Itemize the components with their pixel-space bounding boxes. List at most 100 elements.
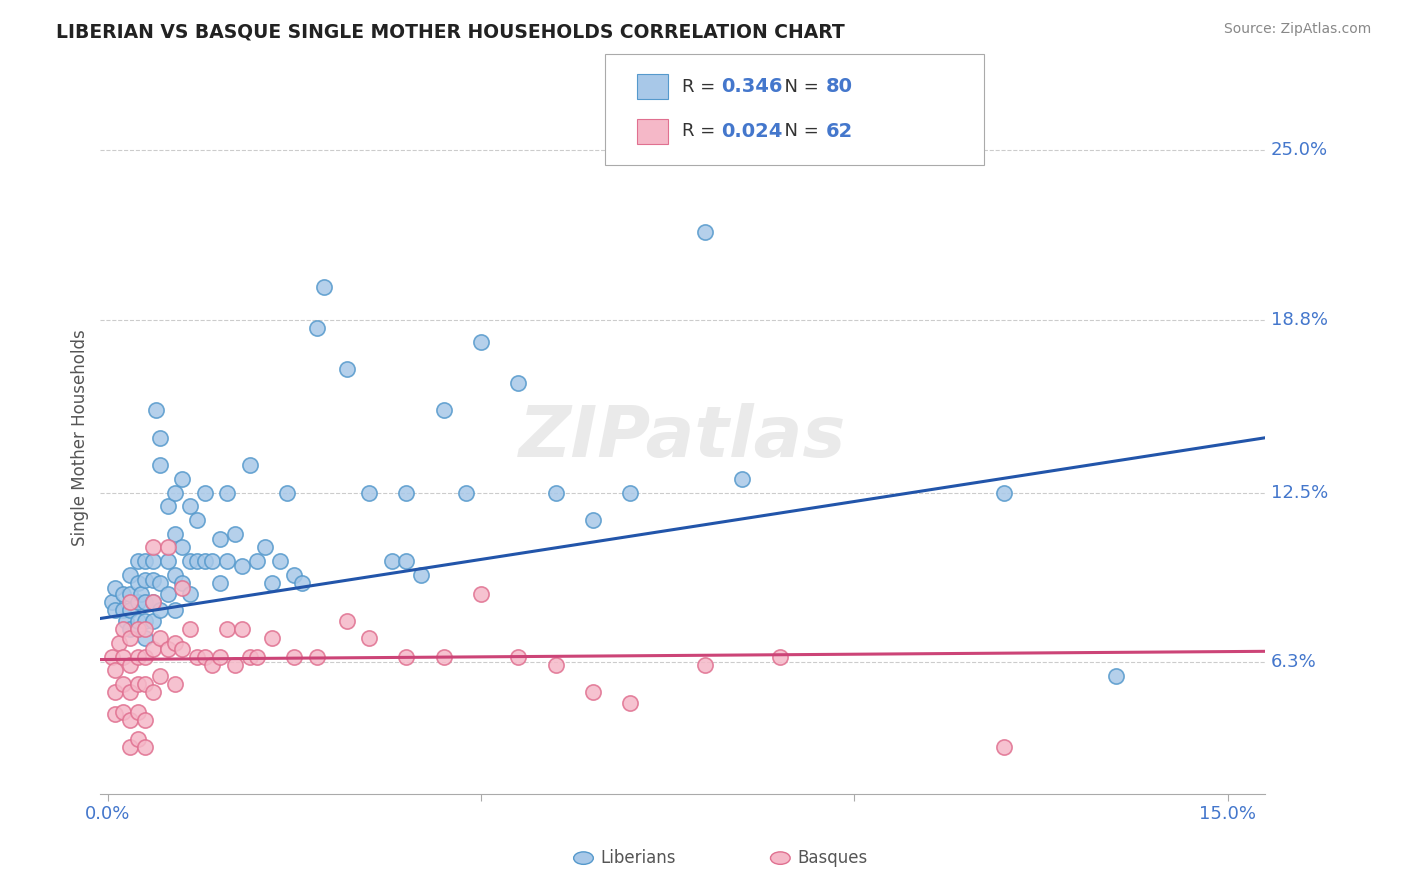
Point bbox=[120, 713, 142, 727]
Point bbox=[163, 636, 186, 650]
Point bbox=[208, 649, 231, 664]
Point bbox=[693, 658, 716, 673]
Point bbox=[470, 587, 492, 601]
Point bbox=[395, 554, 418, 568]
Point bbox=[179, 500, 201, 514]
Point bbox=[993, 485, 1015, 500]
Point bbox=[239, 649, 262, 664]
Point bbox=[411, 567, 433, 582]
Point bbox=[224, 658, 246, 673]
Point bbox=[120, 567, 142, 582]
Point bbox=[127, 554, 149, 568]
Point bbox=[163, 603, 186, 617]
Point bbox=[120, 658, 142, 673]
Point bbox=[111, 623, 134, 637]
Point bbox=[217, 554, 239, 568]
Point bbox=[104, 664, 127, 678]
Point bbox=[231, 559, 253, 574]
Point bbox=[104, 707, 127, 722]
Point bbox=[149, 575, 172, 590]
Point bbox=[619, 696, 641, 710]
Point bbox=[769, 649, 792, 664]
Point bbox=[172, 541, 194, 555]
Point bbox=[134, 623, 156, 637]
Point bbox=[993, 740, 1015, 755]
Text: 25.0%: 25.0% bbox=[1271, 141, 1329, 160]
Point bbox=[305, 649, 328, 664]
Point bbox=[179, 623, 201, 637]
Point bbox=[142, 595, 165, 609]
Point bbox=[186, 649, 208, 664]
Point bbox=[134, 614, 156, 628]
Point bbox=[100, 595, 122, 609]
Point bbox=[134, 677, 156, 691]
Point bbox=[163, 526, 186, 541]
Y-axis label: Single Mother Households: Single Mother Households bbox=[72, 329, 89, 546]
Point bbox=[186, 554, 208, 568]
Point bbox=[111, 649, 134, 664]
Point bbox=[149, 431, 172, 445]
Point bbox=[142, 595, 165, 609]
Point bbox=[194, 554, 217, 568]
Point bbox=[127, 614, 149, 628]
Point bbox=[217, 485, 239, 500]
Point bbox=[269, 554, 291, 568]
Point bbox=[127, 677, 149, 691]
Point bbox=[395, 649, 418, 664]
Point bbox=[156, 500, 179, 514]
Point bbox=[201, 554, 224, 568]
Point bbox=[115, 614, 138, 628]
Point bbox=[120, 631, 142, 645]
Point bbox=[231, 623, 253, 637]
Text: 6.3%: 6.3% bbox=[1271, 653, 1316, 672]
Point bbox=[1105, 669, 1128, 683]
Point bbox=[208, 575, 231, 590]
Point bbox=[142, 554, 165, 568]
Point bbox=[456, 485, 478, 500]
Point bbox=[305, 321, 328, 335]
Point bbox=[134, 554, 156, 568]
Point bbox=[134, 649, 156, 664]
Point bbox=[731, 472, 754, 486]
Text: 0.346: 0.346 bbox=[721, 77, 783, 96]
Point bbox=[163, 485, 186, 500]
Point bbox=[239, 458, 262, 472]
Text: 62: 62 bbox=[825, 121, 852, 141]
Point bbox=[433, 649, 456, 664]
Point bbox=[120, 587, 142, 601]
Point bbox=[134, 573, 156, 587]
Text: Basques: Basques bbox=[797, 849, 868, 867]
Point bbox=[120, 740, 142, 755]
Point bbox=[142, 573, 165, 587]
Text: 12.5%: 12.5% bbox=[1271, 483, 1329, 501]
Point bbox=[149, 669, 172, 683]
Point bbox=[314, 280, 336, 294]
Point bbox=[395, 485, 418, 500]
Text: N =: N = bbox=[773, 122, 825, 140]
Point bbox=[156, 641, 179, 656]
Point bbox=[145, 403, 167, 417]
Point bbox=[120, 603, 142, 617]
Point bbox=[104, 603, 127, 617]
Point bbox=[253, 541, 276, 555]
Point bbox=[142, 614, 165, 628]
Point bbox=[246, 649, 269, 664]
Point bbox=[104, 685, 127, 699]
Point bbox=[111, 677, 134, 691]
Point bbox=[194, 485, 217, 500]
Point bbox=[433, 403, 456, 417]
Point bbox=[156, 587, 179, 601]
Text: Source: ZipAtlas.com: Source: ZipAtlas.com bbox=[1223, 22, 1371, 37]
Point bbox=[246, 554, 269, 568]
Text: 0.024: 0.024 bbox=[721, 121, 783, 141]
Point bbox=[380, 554, 402, 568]
Text: 18.8%: 18.8% bbox=[1271, 311, 1327, 329]
Point bbox=[186, 513, 208, 527]
Point bbox=[127, 623, 149, 637]
Point bbox=[142, 541, 165, 555]
Point bbox=[127, 595, 149, 609]
Point bbox=[134, 595, 156, 609]
Point bbox=[544, 658, 567, 673]
Point bbox=[163, 567, 186, 582]
Text: N =: N = bbox=[773, 78, 825, 95]
